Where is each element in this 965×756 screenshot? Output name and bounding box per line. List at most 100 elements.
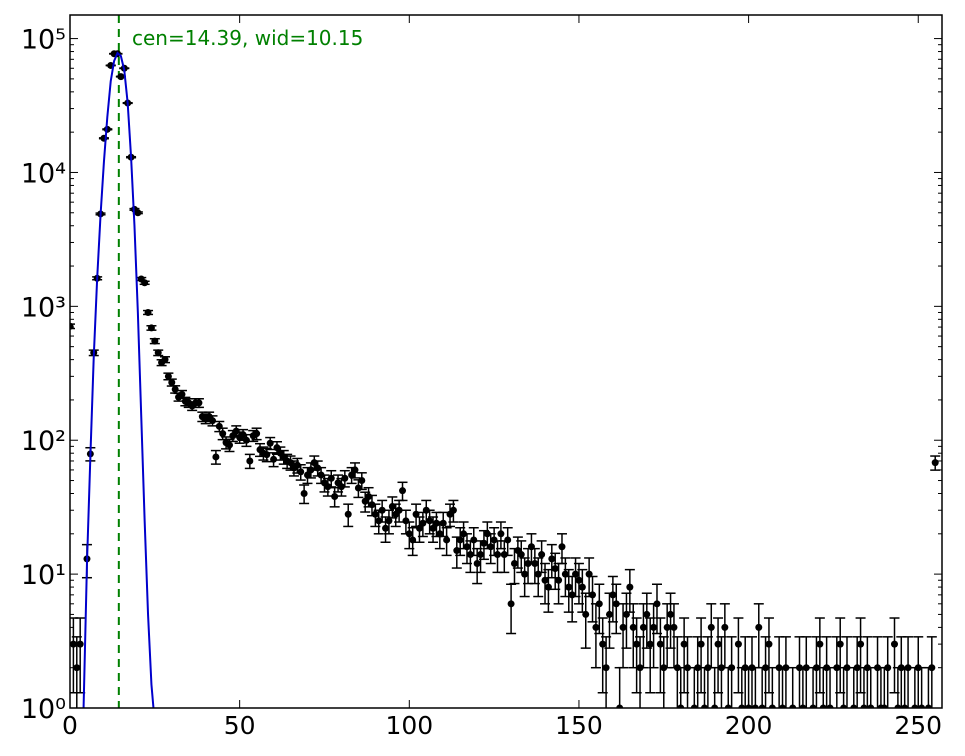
data-point: [507, 600, 515, 608]
data-point: [409, 536, 417, 544]
data-point: [405, 530, 413, 538]
x-tick-label: 100: [385, 711, 433, 740]
data-point: [365, 492, 373, 500]
data-point: [375, 517, 383, 525]
data-point: [351, 466, 359, 474]
data-point: [629, 623, 637, 631]
data-point: [517, 551, 525, 559]
data-point: [232, 427, 240, 435]
data-point: [134, 209, 142, 217]
data-point: [263, 451, 271, 459]
data-point: [809, 704, 817, 708]
x-tick-label: 0: [62, 711, 78, 740]
data-point: [779, 704, 787, 708]
data-point: [728, 664, 736, 672]
data-point: [246, 457, 254, 465]
data-point: [697, 640, 705, 648]
data-point: [918, 704, 926, 708]
data-point: [453, 547, 461, 555]
data-point: [473, 560, 481, 568]
data-point: [592, 623, 600, 631]
data-point: [300, 490, 308, 498]
data-point: [572, 570, 580, 578]
data-point: [548, 555, 556, 563]
data-point: [928, 664, 936, 672]
data-point: [266, 439, 274, 447]
data-point: [711, 704, 719, 708]
data-point: [480, 539, 488, 547]
data-point: [768, 704, 776, 708]
data-point: [456, 536, 464, 544]
data-point: [432, 519, 440, 527]
data-point: [449, 506, 457, 514]
data-point: [565, 583, 573, 591]
data-point: [721, 623, 729, 631]
data-point: [707, 623, 715, 631]
data-point: [541, 576, 549, 584]
data-point: [833, 664, 841, 672]
data-point: [626, 583, 634, 591]
data-point: [680, 640, 688, 648]
data-point: [639, 623, 647, 631]
axes-frame: [69, 14, 943, 709]
data-point: [117, 73, 125, 81]
data-point: [751, 704, 759, 708]
data-point: [677, 704, 685, 708]
data-point: [178, 390, 186, 398]
data-point: [354, 484, 362, 492]
data-point: [412, 510, 420, 518]
data-point: [171, 385, 179, 393]
data-point: [782, 664, 790, 672]
data-point: [656, 640, 664, 648]
y-tick-label: 10⁵: [21, 25, 66, 56]
data-point: [799, 704, 807, 708]
data-point: [633, 640, 641, 648]
data-point: [141, 279, 149, 287]
data-point: [154, 349, 162, 357]
data-point: [663, 623, 671, 631]
data-point: [209, 417, 217, 425]
data-point: [504, 536, 512, 544]
data-point: [765, 640, 773, 648]
data-point: [802, 664, 810, 672]
y-tick-label: 10¹: [21, 560, 66, 591]
data-point: [195, 399, 203, 407]
data-point: [857, 640, 865, 648]
data-point: [605, 610, 613, 618]
data-point: [219, 430, 227, 438]
data-point: [429, 524, 437, 532]
data-point: [762, 664, 770, 672]
data-point: [147, 324, 155, 332]
data-point: [643, 610, 651, 618]
data-point: [714, 640, 722, 648]
data-point: [738, 704, 746, 708]
data-point: [653, 600, 661, 608]
data-point: [168, 378, 176, 386]
data-point: [884, 664, 892, 672]
plot-area: [70, 15, 941, 708]
data-point: [76, 640, 84, 648]
data-point: [242, 436, 250, 444]
data-point: [646, 640, 654, 648]
data-point: [304, 471, 312, 479]
data-point: [494, 551, 502, 559]
data-point: [755, 623, 763, 631]
data-point: [904, 664, 912, 672]
data-point: [419, 519, 427, 527]
data-point: [385, 517, 393, 525]
data-point: [612, 600, 620, 608]
data-point: [602, 664, 610, 672]
data-point: [894, 704, 902, 708]
data-point: [341, 474, 349, 482]
data-point: [70, 322, 74, 330]
data-point: [700, 704, 708, 708]
data-point: [466, 551, 474, 559]
data-point: [164, 372, 172, 380]
data-point: [426, 517, 434, 525]
data-point: [826, 704, 834, 708]
data-point: [371, 510, 379, 518]
data-point: [684, 664, 692, 672]
data-point: [758, 704, 766, 708]
data-point: [439, 519, 447, 527]
data-point: [510, 560, 518, 568]
